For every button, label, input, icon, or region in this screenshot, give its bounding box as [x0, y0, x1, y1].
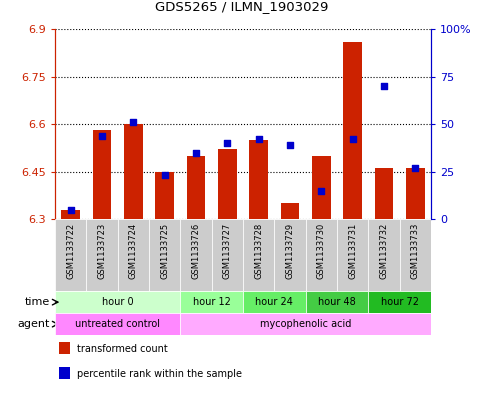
Bar — [180, 219, 212, 291]
Text: hour 0: hour 0 — [102, 297, 133, 307]
Text: GSM1133724: GSM1133724 — [129, 223, 138, 279]
Text: GSM1133728: GSM1133728 — [254, 223, 263, 279]
Bar — [155, 172, 174, 219]
Bar — [180, 291, 243, 313]
Text: GSM1133730: GSM1133730 — [317, 223, 326, 279]
Bar — [180, 313, 431, 335]
Text: GSM1133729: GSM1133729 — [285, 223, 295, 279]
Bar — [281, 203, 299, 219]
Point — [380, 83, 388, 89]
Bar — [306, 291, 369, 313]
Text: hour 12: hour 12 — [193, 297, 230, 307]
Text: percentile rank within the sample: percentile rank within the sample — [77, 369, 242, 379]
Text: GSM1133731: GSM1133731 — [348, 223, 357, 279]
Point — [286, 142, 294, 148]
Point — [349, 136, 356, 143]
Bar — [55, 219, 86, 291]
Bar — [59, 367, 70, 379]
Point — [67, 206, 74, 213]
Point — [161, 172, 169, 178]
Text: hour 48: hour 48 — [318, 297, 356, 307]
Point — [317, 187, 325, 194]
Bar — [212, 219, 243, 291]
Bar — [274, 219, 306, 291]
Point — [192, 149, 200, 156]
Text: time: time — [25, 297, 50, 307]
Text: GSM1133726: GSM1133726 — [191, 223, 200, 279]
Text: hour 72: hour 72 — [381, 297, 419, 307]
Text: GDS5265 / ILMN_1903029: GDS5265 / ILMN_1903029 — [155, 0, 328, 13]
Bar — [186, 156, 205, 219]
Point — [412, 165, 419, 171]
Bar — [118, 219, 149, 291]
Bar — [61, 209, 80, 219]
Point — [224, 140, 231, 146]
Bar — [93, 130, 112, 219]
Bar — [124, 124, 143, 219]
Bar — [399, 219, 431, 291]
Point — [129, 119, 137, 125]
Bar — [249, 140, 268, 219]
Bar — [337, 219, 369, 291]
Text: transformed count: transformed count — [77, 344, 168, 354]
Bar — [369, 291, 431, 313]
Text: GSM1133732: GSM1133732 — [380, 223, 388, 279]
Bar — [55, 313, 180, 335]
Bar — [306, 219, 337, 291]
Text: GSM1133725: GSM1133725 — [160, 223, 169, 279]
Bar — [86, 219, 118, 291]
Bar — [375, 169, 393, 219]
Bar — [243, 219, 274, 291]
Text: GSM1133723: GSM1133723 — [98, 223, 106, 279]
Text: GSM1133727: GSM1133727 — [223, 223, 232, 279]
Bar — [406, 169, 425, 219]
Bar — [312, 156, 331, 219]
Text: GSM1133733: GSM1133733 — [411, 223, 420, 279]
Text: hour 24: hour 24 — [256, 297, 293, 307]
Text: untreated control: untreated control — [75, 319, 160, 329]
Bar — [343, 42, 362, 219]
Text: mycophenolic acid: mycophenolic acid — [260, 319, 351, 329]
Bar — [243, 291, 306, 313]
Bar — [369, 219, 399, 291]
Text: GSM1133722: GSM1133722 — [66, 223, 75, 279]
Bar — [218, 149, 237, 219]
Text: agent: agent — [18, 319, 50, 329]
Point — [255, 136, 263, 143]
Bar — [59, 342, 70, 354]
Point — [98, 132, 106, 139]
Bar — [149, 219, 180, 291]
Bar — [55, 291, 180, 313]
